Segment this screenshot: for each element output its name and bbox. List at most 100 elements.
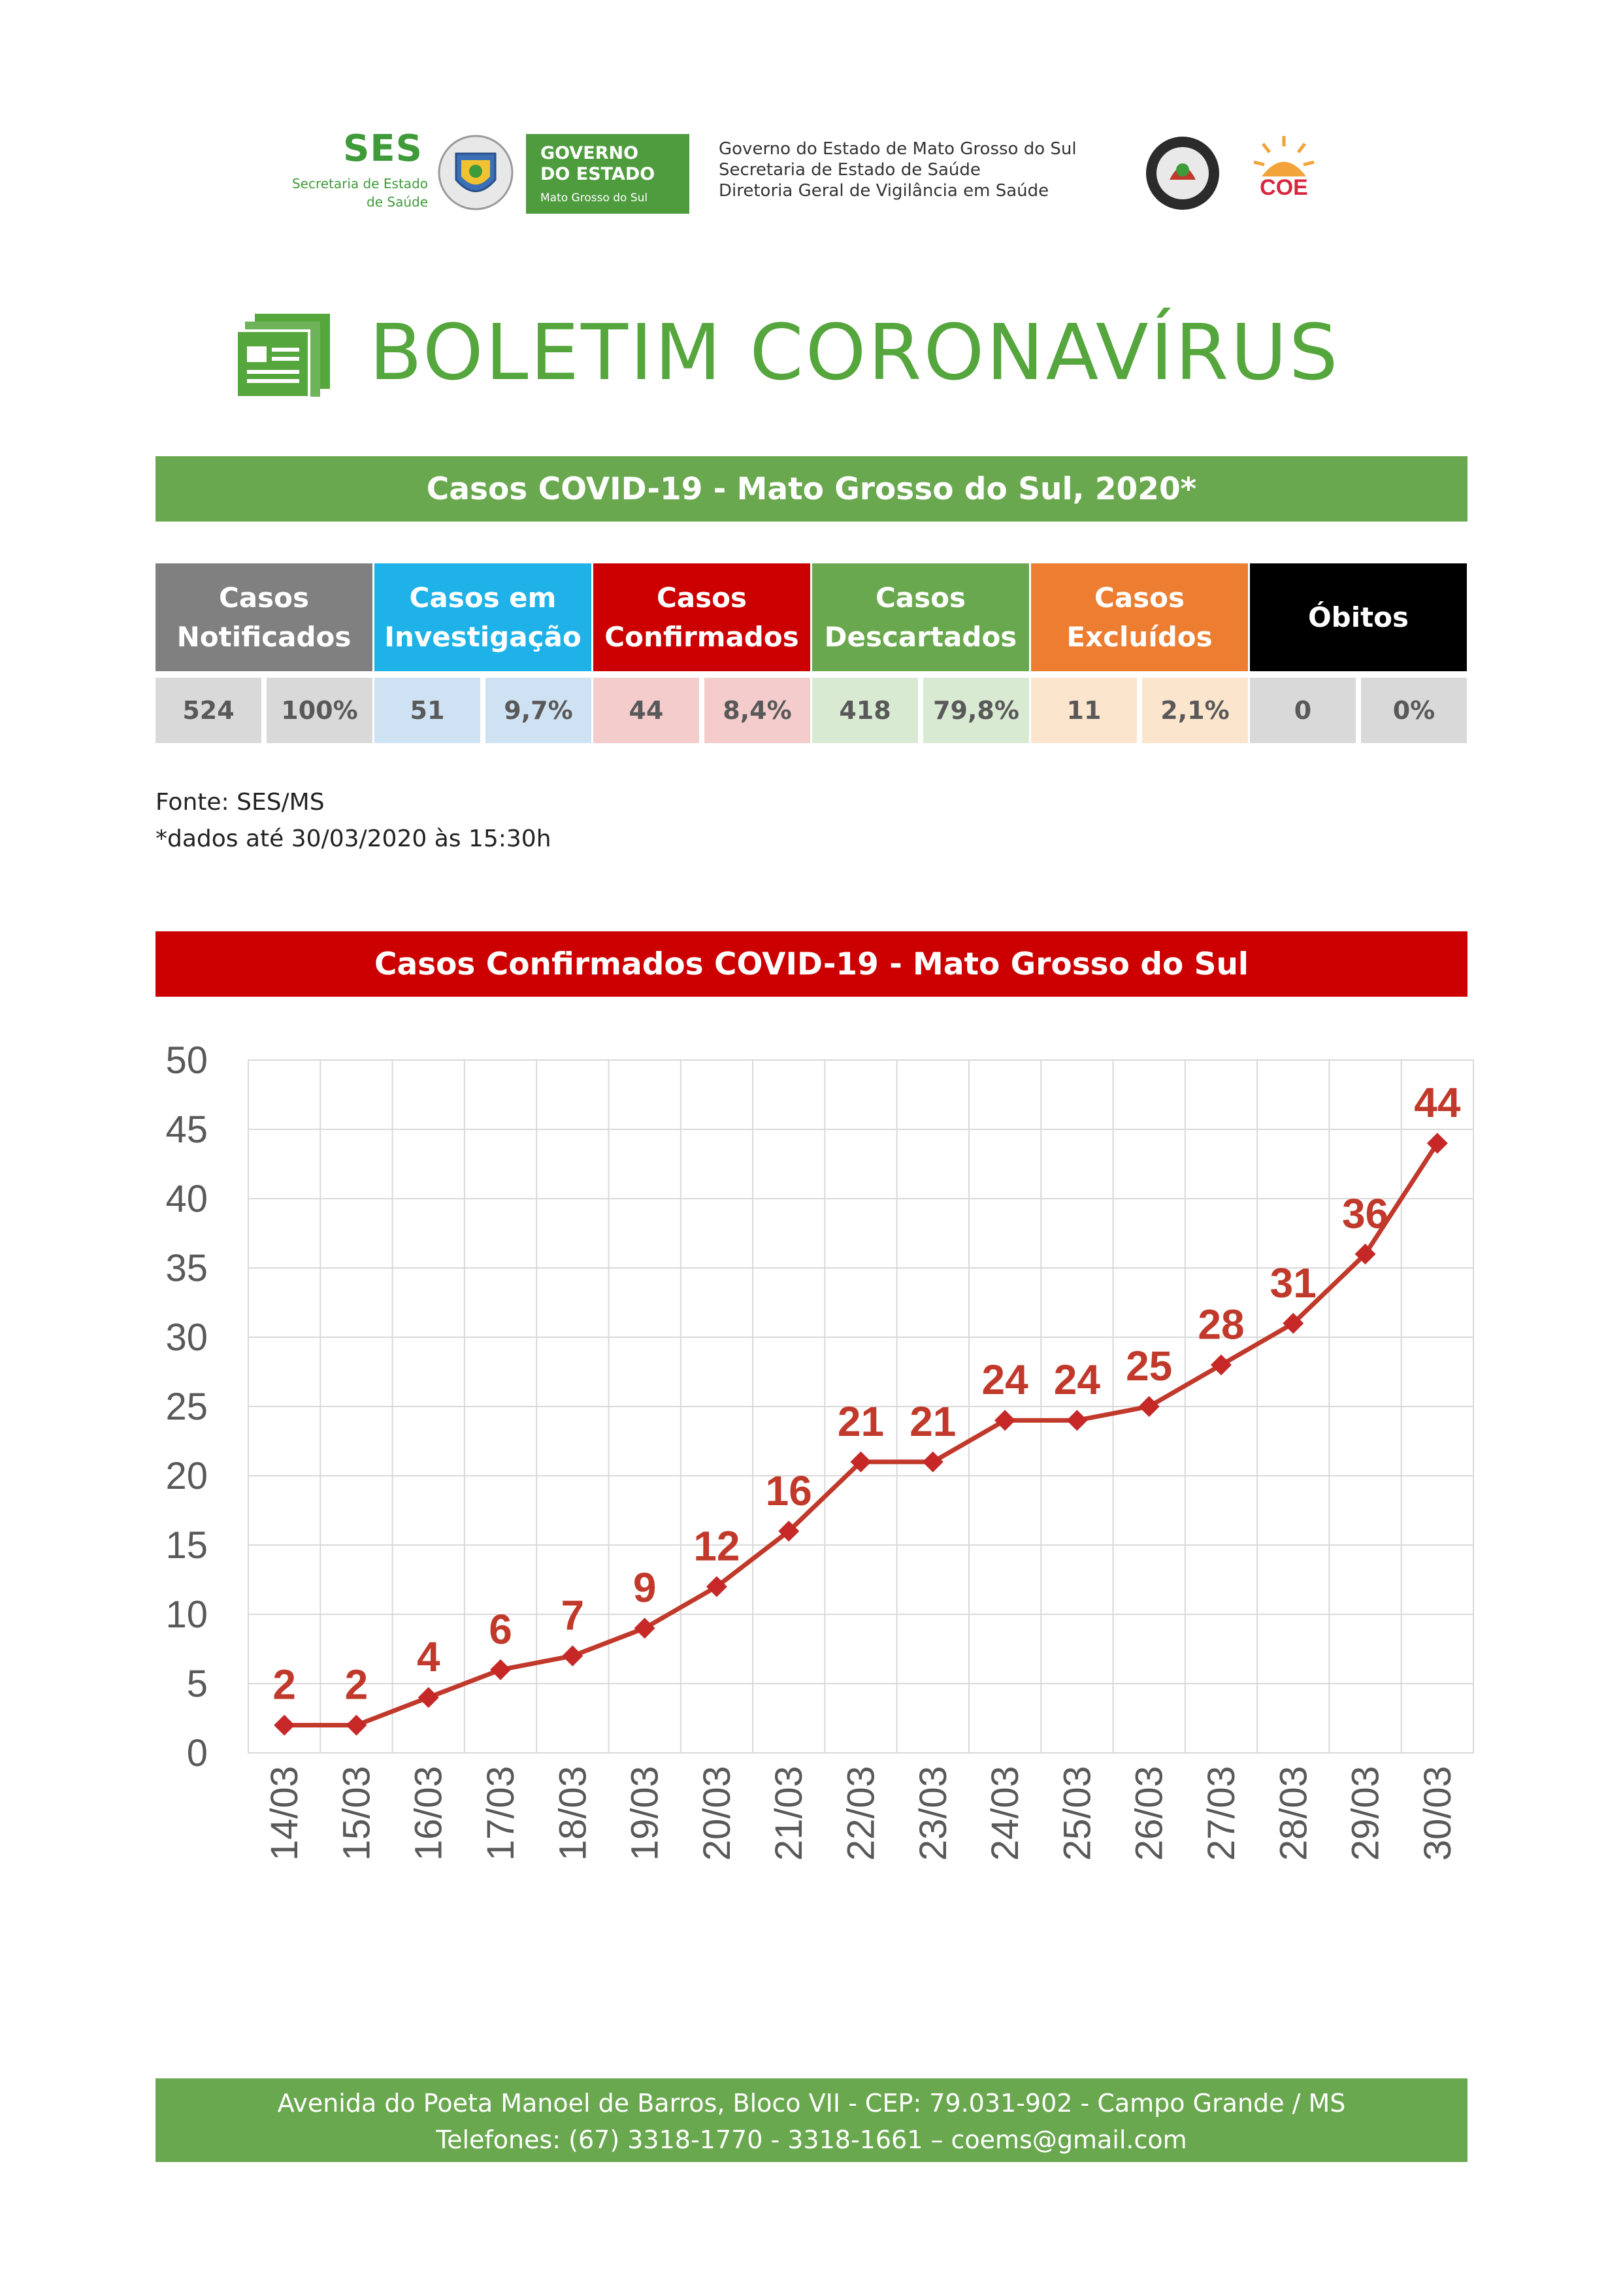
stat-label-line1: Casos em bbox=[409, 581, 557, 614]
confirmed-cases-line-chart: 0 5 10 15 20 25 30 35 40 45 50 14/03 15/03 16/03 17/03… bbox=[165, 1039, 1474, 1861]
health-seal-icon bbox=[1146, 137, 1219, 210]
footer-contact: Telefones: (67) 3318-1770 - 3318-1661 – … bbox=[436, 2125, 1187, 2154]
coe-logo-text: COE bbox=[1260, 175, 1308, 200]
stat-box: Casos Notificados 524 100% bbox=[156, 563, 372, 743]
x-tick-label: 30/03 bbox=[1417, 1766, 1459, 1861]
data-label: 16 bbox=[766, 1467, 812, 1514]
ses-subtitle: Secretaria de Estado de Saúde bbox=[265, 175, 428, 211]
y-tick-label: 5 bbox=[187, 1663, 208, 1705]
stat-label-line1: Óbitos bbox=[1307, 601, 1409, 633]
data-point bbox=[490, 1659, 512, 1680]
stat-percent: 8,4% bbox=[704, 678, 810, 743]
data-label: 36 bbox=[1342, 1190, 1388, 1237]
data-point bbox=[1210, 1354, 1232, 1376]
x-tick-label: 24/03 bbox=[984, 1766, 1026, 1861]
stat-label: Casos em Investigação bbox=[374, 563, 591, 671]
x-tick-label: 19/03 bbox=[624, 1766, 666, 1861]
chart-section-header: Casos Confirmados COVID-19 - Mato Grosso… bbox=[156, 931, 1467, 997]
x-tick-label: 15/03 bbox=[335, 1766, 378, 1861]
data-label: 2 bbox=[345, 1661, 369, 1708]
data-point bbox=[1354, 1243, 1376, 1265]
gov-text-line1: Governo do Estado de Mato Grosso do Sul bbox=[719, 139, 1077, 159]
x-tick-label: 21/03 bbox=[768, 1766, 810, 1861]
y-tick-label: 45 bbox=[165, 1108, 208, 1151]
data-point bbox=[562, 1645, 583, 1667]
y-tick-label: 30 bbox=[165, 1316, 208, 1359]
stat-label-line2: Investigação bbox=[384, 620, 582, 653]
x-tick-label: 22/03 bbox=[840, 1766, 883, 1861]
stat-label: Casos Excluídos bbox=[1031, 563, 1248, 671]
stat-value: 44 bbox=[593, 678, 699, 743]
stat-label: Casos Notificados bbox=[156, 563, 372, 671]
stat-box: Casos em Investigação 51 9,7% bbox=[374, 563, 591, 743]
data-point bbox=[1426, 1133, 1448, 1154]
coat-of-arms-icon bbox=[438, 135, 514, 210]
x-tick-label: 20/03 bbox=[696, 1766, 738, 1861]
data-point bbox=[778, 1520, 800, 1542]
coe-logo-icon: COE bbox=[1253, 136, 1315, 200]
stat-label-line2: Descartados bbox=[824, 620, 1017, 653]
footer-address: Avenida do Poeta Manoel de Barros, Bloco… bbox=[277, 2089, 1346, 2118]
gov-text: Governo do Estado de Mato Grosso do Sul … bbox=[719, 139, 1077, 201]
data-point bbox=[1066, 1410, 1088, 1431]
data-label: 24 bbox=[981, 1356, 1028, 1403]
x-tick-label: 17/03 bbox=[480, 1766, 522, 1861]
data-point bbox=[922, 1451, 943, 1472]
source-note: Fonte: SES/MS *dados até 30/03/2020 às 1… bbox=[156, 784, 551, 857]
stat-label-line1: Casos bbox=[656, 581, 747, 614]
gov-text-line2: Secretaria de Estado de Saúde bbox=[719, 160, 981, 180]
y-tick-label: 25 bbox=[165, 1386, 208, 1428]
stat-box: Casos Descartados 418 79,8% bbox=[812, 563, 1029, 743]
stat-value: 11 bbox=[1031, 678, 1137, 743]
stat-value: 51 bbox=[374, 678, 480, 743]
x-tick-label: 23/03 bbox=[912, 1766, 955, 1861]
gov-badge-line1: GOVERNO bbox=[540, 143, 639, 163]
stat-percent: 0% bbox=[1361, 678, 1467, 743]
data-label: 4 bbox=[417, 1633, 440, 1680]
x-tick-label: 26/03 bbox=[1128, 1766, 1171, 1861]
stat-percent: 2,1% bbox=[1142, 678, 1248, 743]
stat-label: Casos Confirmados bbox=[593, 563, 810, 671]
stat-box: Casos Confirmados 44 8,4% bbox=[593, 563, 810, 743]
stat-label-line1: Casos bbox=[218, 581, 309, 614]
y-tick-label: 40 bbox=[165, 1178, 208, 1220]
bulletin-icon bbox=[235, 314, 330, 399]
ses-subtitle-line2: de Saúde bbox=[367, 194, 428, 210]
data-point bbox=[706, 1576, 727, 1597]
stat-label-line2: Excluídos bbox=[1066, 620, 1213, 653]
data-label: 2 bbox=[272, 1661, 296, 1708]
data-point bbox=[850, 1451, 872, 1472]
y-tick-label: 0 bbox=[187, 1732, 208, 1774]
data-label: 31 bbox=[1270, 1259, 1317, 1306]
x-tick-label: 28/03 bbox=[1272, 1766, 1315, 1861]
cases-section-header: Casos COVID-19 - Mato Grosso do Sul, 202… bbox=[156, 456, 1467, 522]
ses-subtitle-line1: Secretaria de Estado bbox=[291, 176, 428, 191]
data-point bbox=[418, 1687, 439, 1708]
x-tick-label: 16/03 bbox=[408, 1766, 450, 1861]
x-tick-label: 18/03 bbox=[551, 1766, 594, 1861]
data-label: 44 bbox=[1414, 1079, 1461, 1126]
data-label: 25 bbox=[1126, 1342, 1172, 1389]
data-label: 21 bbox=[838, 1398, 884, 1445]
x-tick-label: 25/03 bbox=[1056, 1766, 1098, 1861]
stat-value: 0 bbox=[1250, 678, 1356, 743]
x-tick-label: 29/03 bbox=[1345, 1766, 1387, 1861]
ses-logo-text: SES bbox=[343, 127, 423, 170]
y-tick-label: 50 bbox=[165, 1039, 208, 1082]
x-tick-label: 27/03 bbox=[1200, 1766, 1243, 1861]
data-label: 24 bbox=[1054, 1356, 1101, 1403]
date-note: *dados até 30/03/2020 às 15:30h bbox=[156, 825, 551, 852]
data-point bbox=[1283, 1312, 1304, 1334]
stat-percent: 9,7% bbox=[485, 678, 591, 743]
stat-percent: 100% bbox=[267, 678, 372, 743]
stat-label: Óbitos bbox=[1250, 563, 1467, 671]
data-point bbox=[634, 1618, 655, 1639]
stat-value: 418 bbox=[812, 678, 918, 743]
gov-badge: GOVERNO DO ESTADO Mato Grosso do Sul bbox=[526, 134, 689, 214]
gov-badge-line2: DO ESTADO bbox=[540, 164, 655, 184]
data-label: 7 bbox=[561, 1592, 585, 1639]
stat-label-line1: Casos bbox=[875, 581, 966, 614]
data-label: 28 bbox=[1198, 1301, 1244, 1348]
y-tick-label: 15 bbox=[165, 1524, 208, 1567]
gov-badge-line3: Mato Grosso do Sul bbox=[540, 191, 648, 205]
